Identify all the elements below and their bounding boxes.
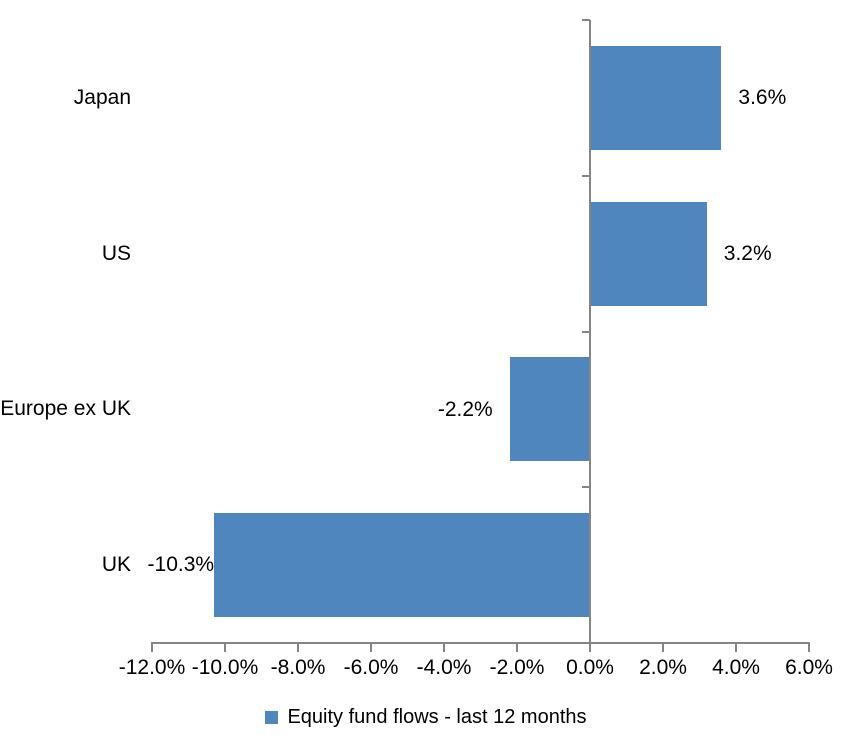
x-axis-tick-label: 2.0% — [639, 656, 687, 679]
x-axis-tick — [443, 642, 445, 652]
category-label-japan: Japan — [73, 85, 131, 109]
x-axis-tick — [589, 642, 591, 652]
x-axis-tick-label: 4.0% — [712, 656, 760, 679]
legend-label: Equity fund flows - last 12 months — [287, 705, 587, 728]
category-label-uk: UK — [101, 553, 131, 577]
x-axis-tick-label: -12.0% — [118, 656, 186, 679]
x-axis-tick — [370, 642, 372, 652]
bar-europe-ex-uk — [509, 357, 590, 462]
bar-uk — [214, 513, 590, 618]
x-axis-tick-label: -6.0% — [343, 656, 399, 679]
y-axis-tick — [582, 330, 590, 333]
x-axis-tick — [297, 642, 299, 652]
x-axis-tick — [808, 642, 810, 652]
x-axis-tick-label: -8.0% — [270, 656, 326, 679]
x-axis-tick-label: -10.0% — [191, 656, 259, 679]
category-label-us: US — [101, 241, 131, 265]
y-axis-tick — [582, 19, 590, 21]
x-axis-tick — [151, 642, 153, 652]
x-axis-tick-label: 0.0% — [566, 656, 614, 679]
data-label-europe-ex-uk: -2.2% — [437, 397, 493, 421]
data-label-uk: -10.3% — [147, 553, 215, 577]
x-axis-tick-label: -2.0% — [489, 656, 545, 679]
bar-japan — [590, 45, 722, 150]
y-axis-tick — [582, 486, 590, 489]
x-axis-tick — [224, 642, 226, 652]
bar-us — [590, 201, 707, 306]
x-axis-tick-label: 6.0% — [785, 656, 833, 679]
x-axis-tick — [662, 642, 664, 652]
category-label-europe-ex-uk: Europe ex UK — [0, 397, 131, 421]
data-label-japan: 3.6% — [738, 86, 787, 109]
y-axis-tick — [582, 174, 590, 177]
x-axis-tick — [735, 642, 737, 652]
x-axis-tick-label: -4.0% — [416, 656, 472, 679]
legend-marker-icon — [265, 710, 279, 724]
data-label-us: 3.2% — [723, 241, 772, 265]
legend: Equity fund flows - last 12 months — [0, 703, 852, 731]
x-axis-tick — [516, 642, 518, 652]
x-axis-line — [152, 642, 810, 644]
y-axis-line — [589, 20, 591, 652]
